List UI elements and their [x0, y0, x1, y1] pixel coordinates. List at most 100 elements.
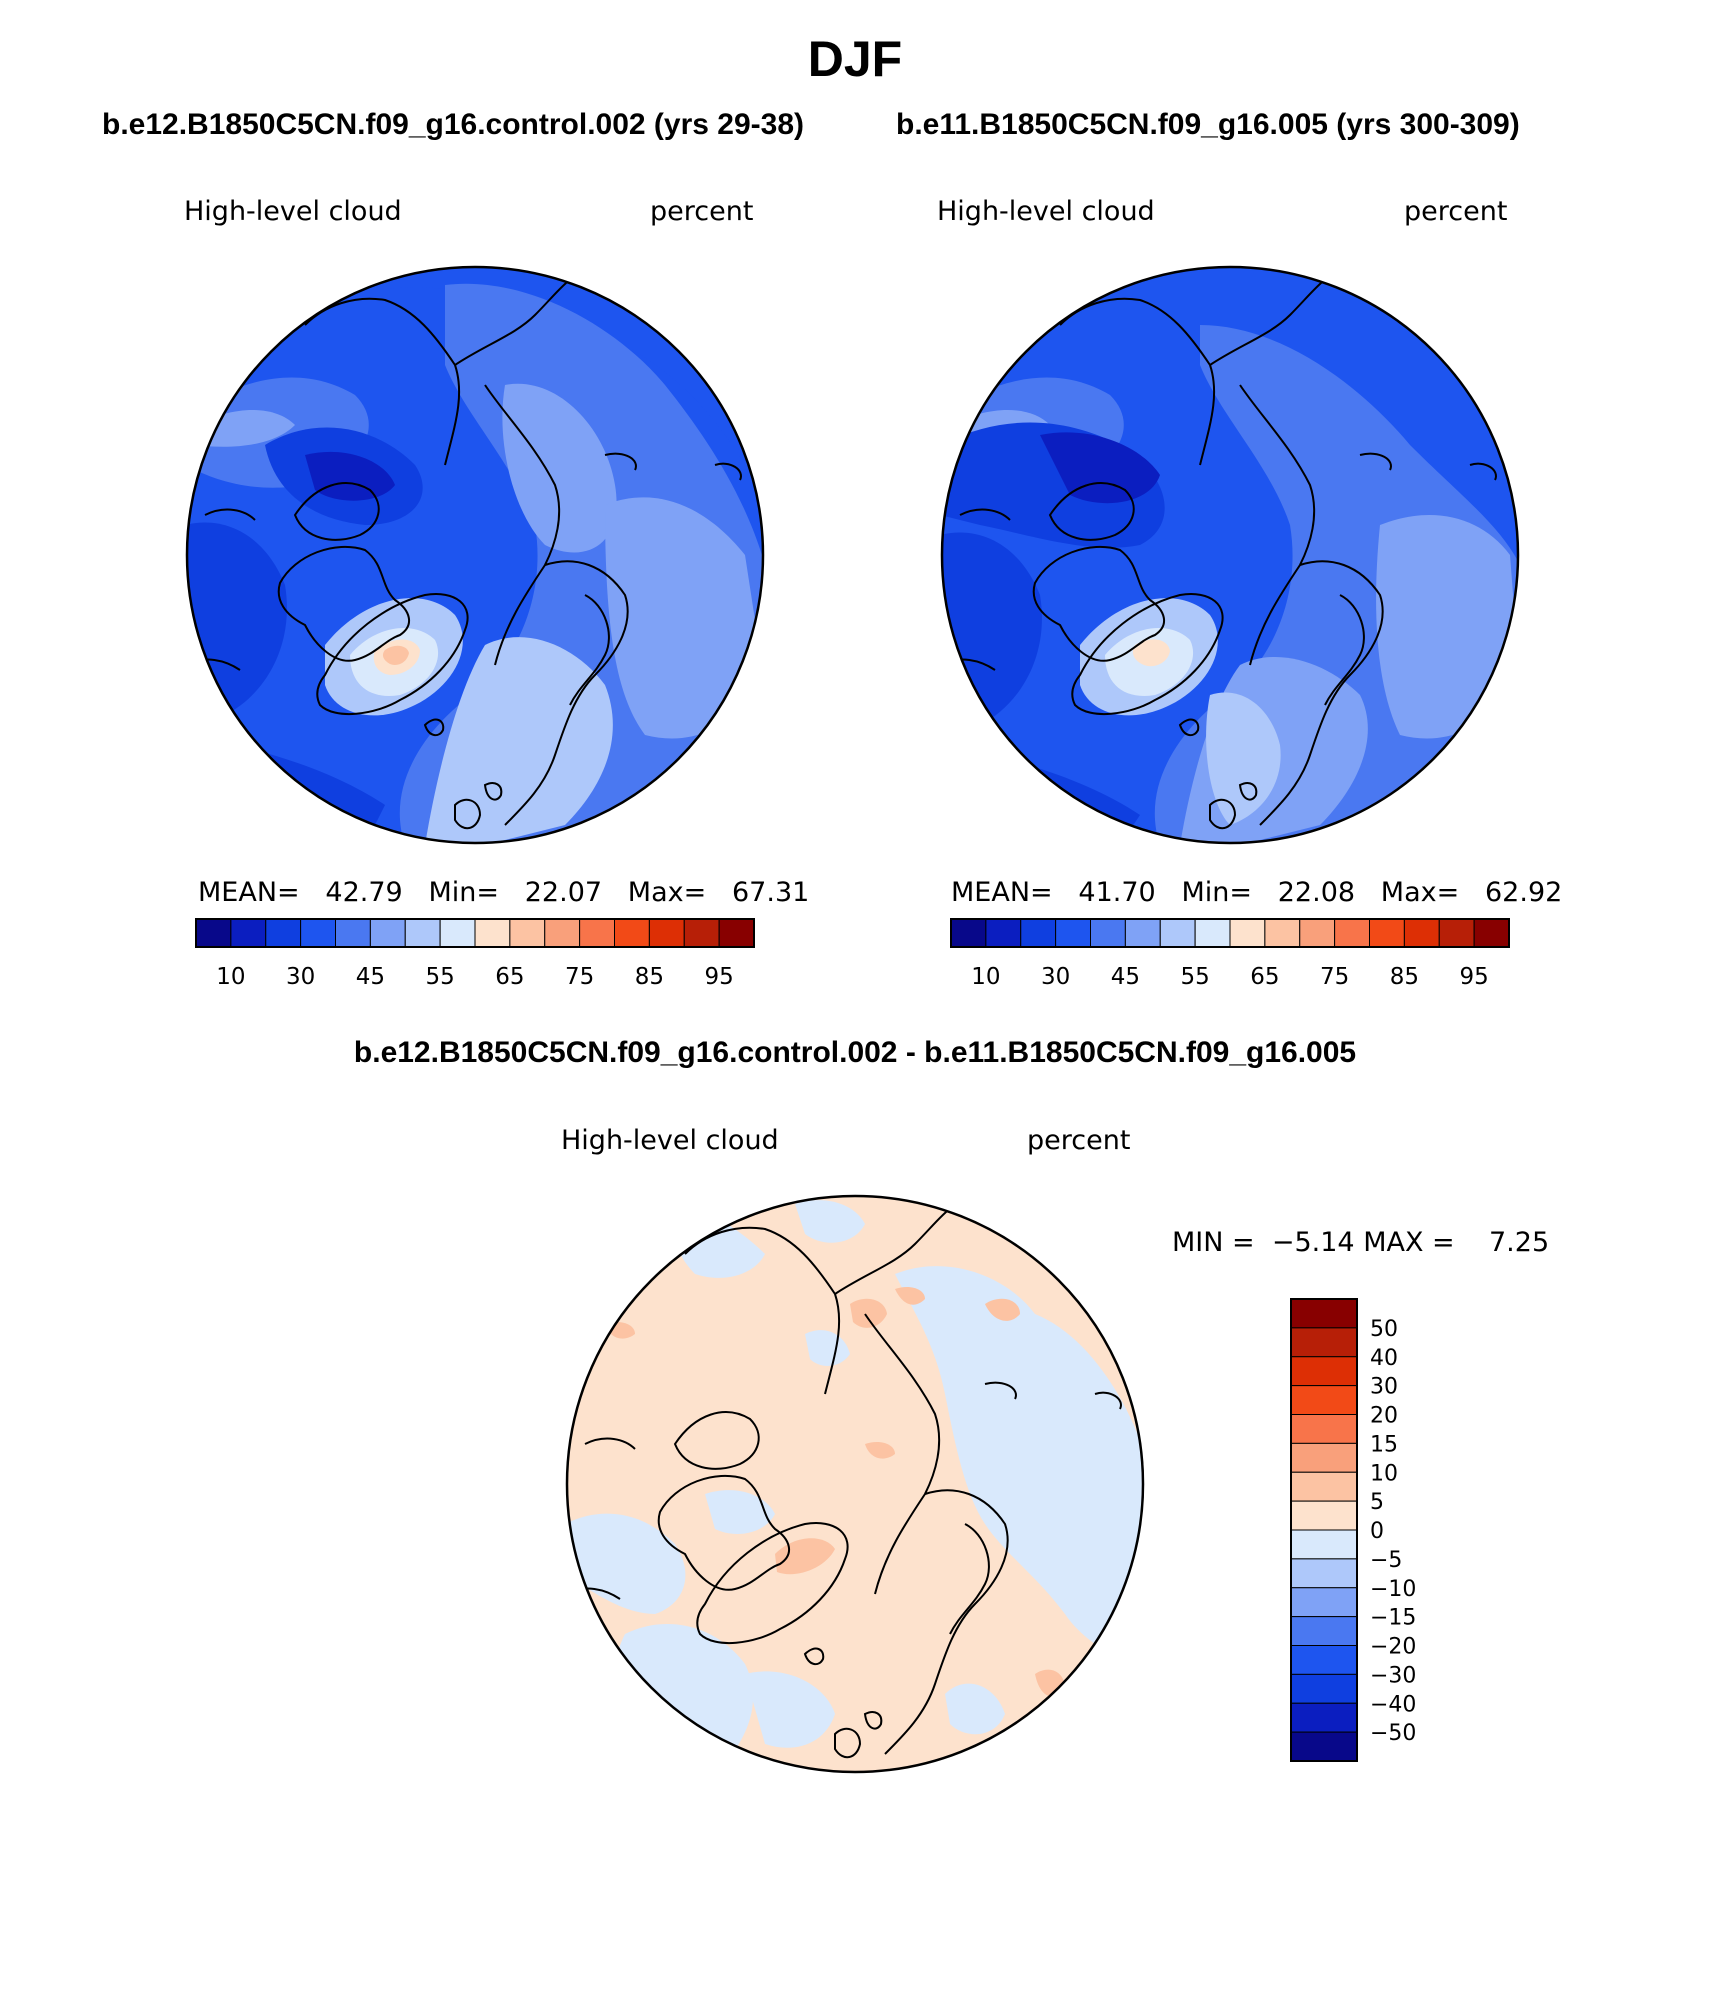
- colorbar-tick-label: −30: [1370, 1663, 1416, 1688]
- colorbar-swatch: [1290, 1414, 1358, 1444]
- diff-field-label: High-level cloud: [561, 1125, 779, 1156]
- colorbar-swatch: [509, 918, 546, 948]
- colorbar-tick-label: 55: [1180, 964, 1209, 990]
- colorbar-tick-label: 50: [1370, 1317, 1398, 1342]
- panel1-colorbar-frame: [195, 918, 755, 948]
- panel1-stats: MEAN= 42.79 Min= 22.07 Max= 67.31: [198, 877, 809, 908]
- colorbar-swatch: [1438, 918, 1475, 948]
- colorbar-tick-label: 45: [356, 964, 385, 990]
- colorbar-tick-label: 0: [1370, 1519, 1384, 1544]
- colorbar-swatch: [1090, 918, 1126, 948]
- colorbar-swatch: [474, 918, 511, 948]
- case2-title: b.e11.B1850C5CN.f09_g16.005 (yrs 300-309…: [896, 108, 1520, 141]
- panel2-mean-label: MEAN=: [951, 877, 1053, 908]
- colorbar-swatch: [1290, 1385, 1358, 1415]
- colorbar-swatch: [579, 918, 615, 948]
- colorbar-tick-label: 10: [1370, 1461, 1398, 1486]
- colorbar-tick-label: −15: [1370, 1606, 1416, 1631]
- colorbar-swatch: [1299, 918, 1336, 948]
- difference-min-value: −5.14: [1271, 1227, 1355, 1258]
- colorbar-tick-label: 85: [1390, 964, 1419, 990]
- colorbar-tick-label: 75: [1320, 964, 1349, 990]
- colorbar-tick-label: 55: [425, 964, 454, 990]
- colorbar-swatch: [1290, 1298, 1358, 1329]
- colorbar-tick-label: 10: [971, 964, 1000, 990]
- panel2-min-value: 22.08: [1277, 877, 1356, 908]
- colorbar-tick-label: 75: [565, 964, 594, 990]
- panel2-polar-map: [940, 265, 1520, 845]
- panel1-max-value: 67.31: [732, 877, 810, 908]
- difference-coastlines: [567, 1198, 1122, 1759]
- colorbar-swatch: [1290, 1529, 1358, 1560]
- panel2-colorbar: 10 30 45 55 65 75 85 95: [950, 918, 1510, 990]
- colorbar-tick-label: 45: [1111, 964, 1140, 990]
- panel2-field-label: High-level cloud: [937, 196, 1155, 227]
- panel2-stats: MEAN= 41.70 Min= 22.08 Max= 62.92: [951, 877, 1562, 908]
- colorbar-swatch: [1290, 1500, 1358, 1531]
- colorbar-tick-label: 20: [1370, 1404, 1398, 1429]
- difference-max-label: MAX =: [1363, 1227, 1455, 1258]
- case1-title: b.e12.B1850C5CN.f09_g16.control.002 (yrs…: [102, 108, 805, 141]
- colorbar-tick-label: 95: [1459, 964, 1488, 990]
- colorbar-swatch: [1290, 1356, 1358, 1387]
- colorbar-swatch: [648, 918, 685, 948]
- panel1-coastlines: [187, 269, 742, 830]
- colorbar-swatch: [718, 918, 755, 948]
- colorbar-swatch: [265, 918, 302, 948]
- colorbar-swatch: [1290, 1616, 1358, 1646]
- panel2-cloud-field: [942, 267, 1518, 843]
- colorbar-swatch: [230, 918, 267, 948]
- colorbar-tick-label: −40: [1370, 1692, 1416, 1717]
- colorbar-swatch: [1369, 918, 1405, 948]
- colorbar-tick-label: 30: [1370, 1375, 1398, 1400]
- colorbar-tick-label: 65: [495, 964, 524, 990]
- colorbar-swatch: [404, 918, 441, 948]
- colorbar-tick-label: 30: [1041, 964, 1070, 990]
- colorbar-tick-label: −50: [1370, 1721, 1416, 1746]
- colorbar-swatch: [1334, 918, 1370, 948]
- colorbar-tick-label: 95: [704, 964, 733, 990]
- colorbar-swatch: [614, 918, 650, 948]
- difference-title: b.e12.B1850C5CN.f09_g16.control.002 - b.…: [353, 1036, 1357, 1069]
- difference-polar-map: [565, 1194, 1145, 1774]
- colorbar-tick-label: 10: [216, 964, 245, 990]
- colorbar-swatch: [1055, 918, 1091, 948]
- colorbar-tick-label: −5: [1370, 1548, 1402, 1573]
- colorbar-swatch: [369, 918, 406, 948]
- colorbar-swatch: [1290, 1471, 1358, 1502]
- colorbar-swatch: [1290, 1702, 1358, 1733]
- colorbar-swatch: [1290, 1558, 1358, 1589]
- colorbar-swatch: [335, 918, 371, 948]
- colorbar-swatch: [1020, 918, 1057, 948]
- colorbar-swatch: [1290, 1731, 1358, 1762]
- colorbar-tick-label: 85: [635, 964, 664, 990]
- difference-colorbar-frame: [1290, 1298, 1358, 1762]
- season-title: DJF: [807, 31, 903, 87]
- colorbar-swatch: [1290, 1442, 1358, 1473]
- difference-max-value: 7.25: [1489, 1227, 1550, 1258]
- colorbar-swatch: [1229, 918, 1266, 948]
- difference-min-label: MIN =: [1172, 1227, 1255, 1258]
- panel2-min-label: Min=: [1181, 877, 1252, 908]
- colorbar-tick-label: 30: [286, 964, 315, 990]
- panel1-mean-value: 42.79: [325, 877, 403, 908]
- panel1-polar-map: [185, 265, 765, 845]
- colorbar-swatch: [439, 918, 476, 948]
- colorbar-swatch: [950, 918, 987, 948]
- colorbar-swatch: [683, 918, 720, 948]
- panel1-min-label: Min=: [428, 877, 499, 908]
- colorbar-tick-label: 5: [1370, 1490, 1384, 1515]
- colorbar-tick-label: 40: [1370, 1346, 1398, 1371]
- colorbar-swatch: [1124, 918, 1161, 948]
- panel1-max-label: Max=: [627, 877, 707, 908]
- panel1-units-label: percent: [650, 196, 754, 227]
- panel1-field-label: High-level cloud: [184, 196, 402, 227]
- panel2-units-label: percent: [1404, 196, 1508, 227]
- colorbar-tick-label: 65: [1250, 964, 1279, 990]
- colorbar-swatch: [1290, 1673, 1358, 1704]
- colorbar-swatch: [1290, 1327, 1358, 1358]
- colorbar-swatch: [985, 918, 1022, 948]
- difference-minmax: MIN = −5.14 MAX = 7.25: [1172, 1227, 1549, 1258]
- colorbar-swatch: [1403, 918, 1440, 948]
